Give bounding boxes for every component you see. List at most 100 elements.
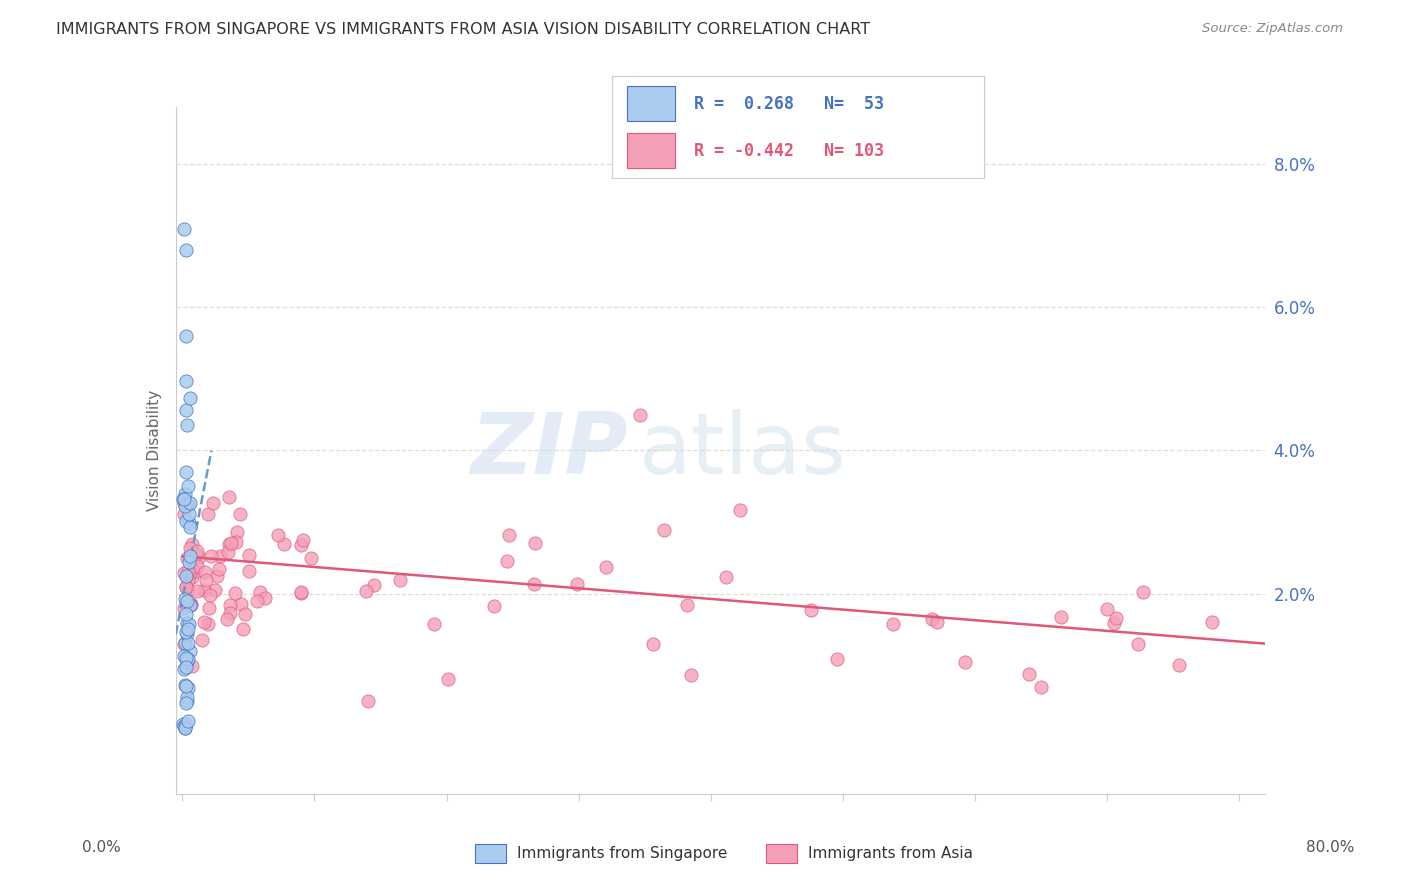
Point — [194, 565, 217, 579]
Point — [177, 507, 200, 521]
Point — [174, 721, 197, 735]
Point — [1029, 680, 1052, 694]
Point — [173, 636, 195, 650]
Point — [176, 615, 198, 630]
Point — [176, 417, 198, 432]
Point — [173, 719, 195, 733]
Point — [354, 583, 377, 598]
Point — [184, 564, 207, 578]
Point — [173, 492, 195, 507]
Point — [728, 503, 751, 517]
Point — [176, 243, 198, 257]
Point — [1167, 658, 1189, 673]
Point — [173, 678, 195, 692]
Point — [181, 562, 204, 576]
Point — [180, 598, 202, 612]
Point — [179, 496, 201, 510]
Point — [482, 599, 505, 613]
Point — [176, 497, 198, 511]
Point — [187, 550, 209, 565]
Point — [363, 578, 385, 592]
Point — [176, 690, 198, 705]
Point — [176, 694, 198, 708]
Point — [176, 659, 198, 673]
Point — [208, 562, 231, 576]
Y-axis label: Vision Disability: Vision Disability — [146, 390, 162, 511]
Point — [238, 549, 260, 563]
Point — [176, 655, 198, 669]
Point — [249, 584, 271, 599]
Point — [173, 221, 195, 235]
Point — [290, 538, 312, 552]
Point — [180, 598, 202, 612]
Point — [176, 564, 198, 578]
Point — [209, 549, 232, 563]
Point — [173, 566, 195, 580]
Point — [173, 600, 195, 615]
Point — [229, 597, 252, 611]
Point — [202, 496, 225, 510]
Point — [630, 408, 652, 422]
Point — [176, 374, 198, 388]
Point — [357, 694, 380, 708]
Bar — [766, 844, 797, 863]
Point — [179, 566, 201, 580]
Point — [565, 577, 588, 591]
Point — [219, 606, 242, 620]
Point — [174, 717, 197, 731]
Point — [173, 508, 195, 522]
Point — [174, 679, 197, 693]
Point — [1018, 667, 1040, 681]
Point — [641, 637, 664, 651]
Point — [1049, 609, 1071, 624]
Point — [233, 607, 256, 621]
Point — [200, 549, 222, 563]
Point — [174, 696, 197, 710]
Point — [186, 547, 208, 561]
Point — [176, 593, 198, 607]
Point — [174, 650, 197, 665]
Point — [176, 551, 198, 566]
Point — [180, 570, 202, 584]
Point — [218, 490, 240, 504]
Point — [186, 559, 208, 574]
Point — [825, 651, 848, 665]
Point — [238, 564, 260, 578]
Point — [174, 569, 197, 583]
Text: atlas: atlas — [638, 409, 846, 492]
Point — [498, 528, 520, 542]
Text: Source: ZipAtlas.com: Source: ZipAtlas.com — [1202, 22, 1343, 36]
Point — [177, 616, 200, 631]
Point — [224, 585, 246, 599]
Point — [219, 535, 242, 549]
Point — [800, 603, 823, 617]
Point — [253, 591, 276, 605]
Point — [217, 612, 239, 626]
Point — [246, 594, 269, 608]
Point — [1097, 602, 1119, 616]
Bar — [627, 133, 675, 168]
Point — [173, 496, 195, 510]
Point — [389, 573, 412, 587]
Point — [1132, 585, 1154, 599]
Point — [179, 599, 201, 613]
Text: 0.0%: 0.0% — [82, 840, 121, 855]
Point — [652, 523, 675, 537]
Point — [174, 487, 197, 501]
Point — [174, 580, 197, 594]
Point — [273, 537, 295, 551]
Point — [177, 714, 200, 728]
Point — [179, 391, 201, 405]
Point — [173, 662, 195, 676]
Text: 80.0%: 80.0% — [1306, 840, 1354, 855]
Point — [177, 636, 200, 650]
Point — [194, 573, 217, 587]
Point — [177, 499, 200, 513]
Point — [179, 519, 201, 533]
Point — [181, 659, 204, 673]
Point — [1105, 611, 1128, 625]
Point — [174, 499, 197, 513]
Point — [200, 588, 222, 602]
Point — [1201, 615, 1223, 629]
Point — [225, 525, 247, 540]
